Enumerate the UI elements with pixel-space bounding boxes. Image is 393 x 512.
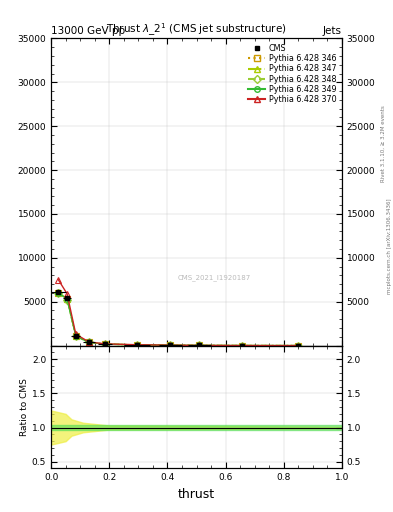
Legend: CMS, Pythia 6.428 346, Pythia 6.428 347, Pythia 6.428 348, Pythia 6.428 349, Pyt: CMS, Pythia 6.428 346, Pythia 6.428 347,… <box>246 42 338 105</box>
Text: Jets: Jets <box>323 26 342 36</box>
X-axis label: thrust: thrust <box>178 488 215 501</box>
Title: Thrust $\lambda\_2^1$ (CMS jet substructure): Thrust $\lambda\_2^1$ (CMS jet substruct… <box>106 22 287 38</box>
Text: 13000 GeV pp: 13000 GeV pp <box>51 26 125 36</box>
Y-axis label: Ratio to CMS: Ratio to CMS <box>20 378 29 436</box>
Text: CMS_2021_I1920187: CMS_2021_I1920187 <box>177 274 251 282</box>
Text: Rivet 3.1.10, ≥ 3.2M events: Rivet 3.1.10, ≥ 3.2M events <box>381 105 386 182</box>
Text: mcplots.cern.ch [arXiv:1306.3436]: mcplots.cern.ch [arXiv:1306.3436] <box>387 198 391 293</box>
